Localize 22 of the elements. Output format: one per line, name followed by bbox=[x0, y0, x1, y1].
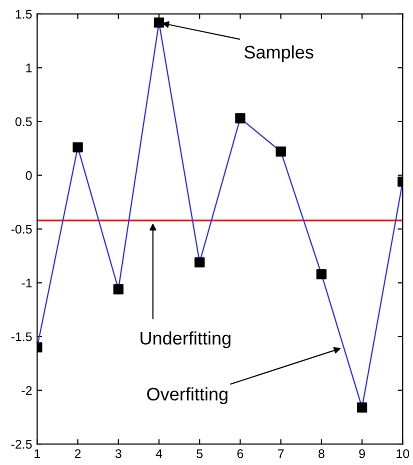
y-tick-label: 1.5 bbox=[16, 10, 32, 19]
y-tick-label: -0.5 bbox=[11, 224, 32, 234]
x-tick-label: 4 bbox=[156, 449, 162, 458]
y-tick-label: -1 bbox=[22, 278, 32, 288]
y-tick-label: -2.5 bbox=[11, 440, 32, 449]
annotation: Underfitting bbox=[140, 331, 230, 348]
y-tick-label: -2 bbox=[22, 386, 32, 395]
y-tick-label: -1.5 bbox=[11, 332, 32, 342]
y-tick-label: 1 bbox=[26, 64, 32, 72]
x-tick-label: 9 bbox=[359, 449, 365, 458]
x-tick-label: 3 bbox=[115, 449, 122, 458]
x-tick-label: 1 bbox=[34, 449, 40, 458]
x-tick-label: 5 bbox=[196, 449, 203, 458]
x-tick-label: 8 bbox=[318, 449, 324, 458]
x-tick-label: 10 bbox=[396, 449, 410, 458]
y-tick-label: 0.5 bbox=[15, 117, 32, 126]
y-tick-label: 0 bbox=[26, 171, 32, 180]
x-tick-label: 2 bbox=[74, 449, 81, 458]
annotation: Samples bbox=[244, 45, 314, 62]
annotation: Overfitting bbox=[147, 387, 228, 404]
x-tick-label: 6 bbox=[237, 449, 244, 458]
x-tick-label: 7 bbox=[278, 449, 284, 458]
